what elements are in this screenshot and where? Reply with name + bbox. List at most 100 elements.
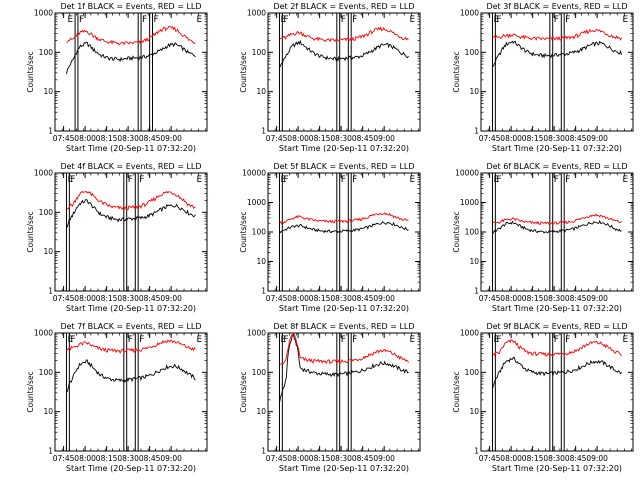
flag-label: F: [554, 15, 559, 25]
y-tick-label: 1000: [247, 198, 266, 207]
flag-label: E: [493, 335, 499, 345]
flag-label: E: [197, 175, 203, 185]
flag-label: F: [341, 175, 346, 185]
flag-label: F: [565, 175, 570, 185]
y-tick-label: 1000: [460, 9, 479, 18]
y-tick-label: 100: [39, 208, 54, 217]
x-tick-label: 07:45: [479, 134, 501, 143]
y-axis-label: Counts/sec: [26, 211, 35, 252]
flag-label: E: [280, 15, 286, 25]
flag-label: F: [352, 335, 357, 345]
y-tick-label: 10: [469, 407, 479, 416]
x-tick-label: 08:45: [352, 454, 374, 463]
y-tick-label: 1000: [34, 169, 53, 178]
y-tick-label: 100: [465, 228, 480, 237]
panel-5: Det 5f BLACK = Events, RED = LLD 1 10 100 10…: [239, 162, 421, 313]
y-tick-label: 10: [469, 257, 479, 266]
x-tick-label: 08:00: [74, 134, 96, 143]
y-tick-label: 100: [252, 368, 267, 377]
x-tick-label: 08:45: [565, 134, 587, 143]
y-tick-label: 100: [465, 368, 480, 377]
x-tick-label: 08:15: [309, 454, 331, 463]
plot-frame: [54, 332, 208, 452]
y-tick-label: 1000: [247, 329, 266, 338]
x-tick-label: 07:45: [479, 294, 501, 303]
y-axis-label: Counts/sec: [452, 211, 461, 252]
flag-label: F: [496, 335, 501, 345]
x-axis-label: Start Time (20-Sep-11 07:32:20): [279, 144, 409, 153]
x-tick-label: 08:00: [287, 134, 309, 143]
flag-label: F: [70, 335, 75, 345]
x-tick-label: 08:45: [565, 294, 587, 303]
flag-label: F: [341, 15, 346, 25]
y-axis-label: Counts/sec: [239, 371, 248, 412]
series-lld: [279, 26, 409, 43]
series-events: [66, 41, 196, 75]
series-lld: [279, 212, 409, 225]
series-lld: [492, 28, 622, 41]
x-tick-label: 08:30: [543, 454, 565, 463]
plot-frame: [480, 332, 634, 452]
x-tick-label: 08:00: [287, 294, 309, 303]
plot-frame: [54, 12, 208, 132]
x-axis-label: Start Time (20-Sep-11 07:32:20): [279, 304, 409, 313]
y-tick-label: 10: [469, 87, 479, 96]
plot-frame: [267, 172, 421, 292]
series-lld: [66, 339, 196, 354]
flag-label: E: [197, 335, 203, 345]
series-events: [279, 39, 409, 69]
y-tick-label: 100: [39, 368, 54, 377]
flag-label: E: [623, 15, 629, 25]
x-tick-label: 08:45: [139, 454, 161, 463]
x-tick-label: 08:00: [287, 454, 309, 463]
panel-2: Det 2f BLACK = Events, RED = LLD 1 10 100 10…: [239, 2, 421, 153]
y-tick-label: 10: [256, 407, 266, 416]
y-tick-label: 1: [474, 287, 479, 296]
x-tick-label: 09:00: [373, 134, 395, 143]
x-tick-label: 08:45: [139, 294, 161, 303]
flag-label: E: [67, 15, 73, 25]
flag-label: F: [142, 15, 147, 25]
x-tick-label: 07:45: [53, 294, 75, 303]
x-tick-label: 08:15: [96, 134, 118, 143]
x-axis-label: Start Time (20-Sep-11 07:32:20): [492, 304, 622, 313]
panel-title: Det 7f BLACK = Events, RED = LLD: [60, 322, 201, 331]
x-tick-label: 08:30: [117, 134, 139, 143]
panel-6: Det 6f BLACK = Events, RED = LLD 1 10 100 10…: [452, 162, 634, 313]
x-tick-label: 08:15: [522, 454, 544, 463]
panel-title: Det 6f BLACK = Events, RED = LLD: [486, 162, 627, 171]
y-tick-label: 1: [48, 287, 53, 296]
y-tick-label: 1: [474, 447, 479, 456]
flag-label: F: [352, 175, 357, 185]
series-events: [279, 332, 409, 404]
flag-label: E: [410, 335, 416, 345]
x-tick-label: 08:00: [500, 294, 522, 303]
x-tick-label: 07:45: [266, 134, 288, 143]
series-lld: [492, 213, 622, 226]
x-axis-label: Start Time (20-Sep-11 07:32:20): [66, 144, 196, 153]
flag-label: F: [139, 175, 144, 185]
flag-label: F: [70, 175, 75, 185]
y-tick-label: 10: [256, 87, 266, 96]
y-tick-label: 100: [252, 48, 267, 57]
series-events: [66, 359, 196, 393]
y-tick-label: 1: [474, 127, 479, 136]
series-lld: [66, 25, 196, 46]
flag-label: E: [623, 335, 629, 345]
y-axis-label: Counts/sec: [452, 371, 461, 412]
y-axis-label: Counts/sec: [452, 51, 461, 92]
x-tick-label: 09:00: [586, 134, 608, 143]
x-tick-label: 08:15: [96, 454, 118, 463]
flag-label: E: [493, 175, 499, 185]
x-tick-label: 08:30: [117, 294, 139, 303]
flag-label: F: [139, 335, 144, 345]
x-axis-label: Start Time (20-Sep-11 07:32:20): [66, 304, 196, 313]
y-tick-label: 1000: [460, 198, 479, 207]
x-tick-label: 08:45: [139, 134, 161, 143]
y-tick-label: 10000: [455, 169, 479, 178]
plot-frame: [480, 12, 634, 132]
flag-label: E: [280, 335, 286, 345]
y-axis-label: Counts/sec: [239, 211, 248, 252]
x-tick-label: 09:00: [160, 294, 182, 303]
